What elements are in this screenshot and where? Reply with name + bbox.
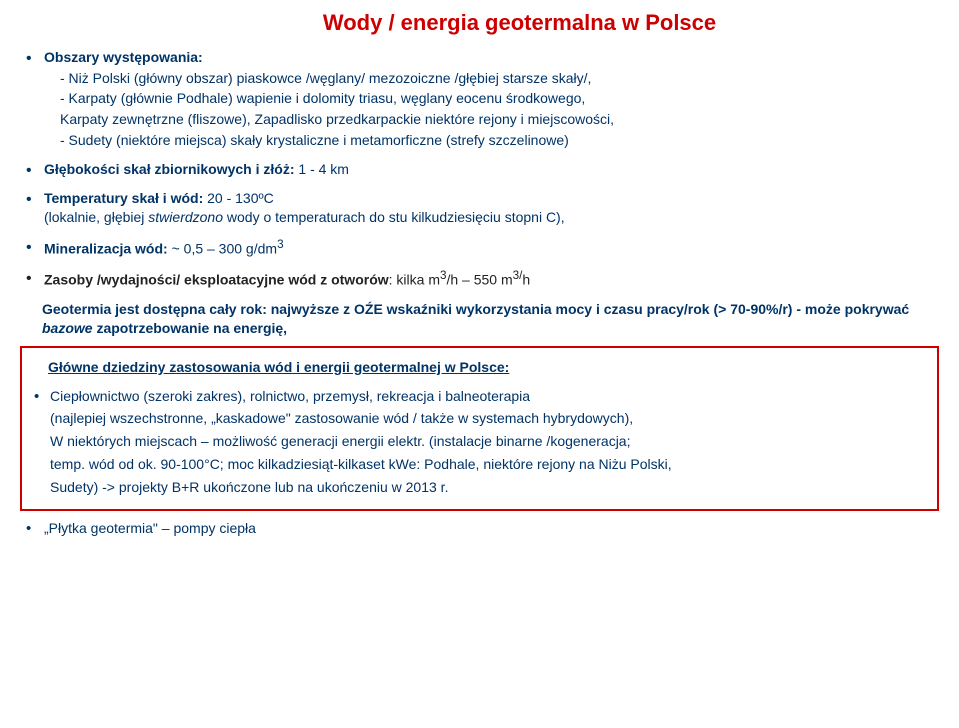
geo-c: zapotrzebowanie na energię,: [93, 320, 288, 336]
glebokosci-label: Głębokości skał zbiornikowych i złóż:: [44, 161, 295, 177]
obszary-l2: - Karpaty (głównie Podhale) wapienie i d…: [60, 89, 939, 108]
bullet-glebokosci: Głębokości skał zbiornikowych i złóż: 1 …: [44, 160, 939, 179]
glebokosci-val: 1 - 4 km: [295, 161, 349, 177]
miner-sup: 3: [277, 238, 283, 251]
obszary-sub: - Niż Polski (główny obszar) piaskowce /…: [44, 69, 939, 151]
obszary-head: Obszary występowania:: [44, 49, 203, 65]
geo-b: bazowe: [42, 320, 93, 336]
box-title: Główne dziedziny zastosowania wód i ener…: [36, 358, 923, 377]
temp-label: Temperatury skał i wód:: [44, 190, 207, 206]
zasoby-d: h: [522, 272, 530, 288]
bullet-zasoby: Zasoby /wydajności/ eksploatacyjne wód z…: [44, 268, 939, 290]
temp-note-b: stwierdzono: [148, 209, 223, 225]
zasoby-label: Zasoby /wydajności/ eksploatacyjne wód z…: [44, 272, 389, 288]
bullet-mineralizacja: Mineralizacja wód: ~ 0,5 – 300 g/dm3: [44, 237, 939, 259]
slide-title: Wody / energia geotermalna w Polsce: [100, 8, 939, 38]
box-line-4: temp. wód od ok. 90-100°C; moc kilkadzie…: [50, 455, 923, 474]
zasoby-b: : kilka m: [389, 272, 440, 288]
bullet-list: Obszary występowania: - Niż Polski (głów…: [20, 48, 939, 290]
obszary-l3: Karpaty zewnętrzne (fliszowe), Zapadlisk…: [60, 110, 939, 129]
miner-val: ~ 0,5 – 300 g/dm: [172, 240, 277, 256]
obszary-l1: - Niż Polski (główny obszar) piaskowce /…: [60, 69, 939, 88]
applications-box: Główne dziedziny zastosowania wód i ener…: [20, 346, 939, 511]
geo-a: Geotermia jest dostępna cały rok: najwyż…: [42, 301, 909, 317]
temp-note-a: (lokalnie, głębiej: [44, 209, 148, 225]
zasoby-c: /h – 550 m: [446, 272, 512, 288]
box-list: Ciepłownictwo (szeroki zakres), rolnictw…: [36, 387, 923, 497]
bullet-temperatury: Temperatury skał i wód: 20 - 130ºC (loka…: [44, 189, 939, 227]
box-line-1: Ciepłownictwo (szeroki zakres), rolnictw…: [50, 387, 923, 406]
box-line-5: Sudety) -> projekty B+R ukończone lub na…: [50, 478, 923, 497]
bullet-obszary: Obszary występowania: - Niż Polski (głów…: [44, 48, 939, 150]
box-line-2: (najlepiej wszechstronne, „kaskadowe" za…: [50, 409, 923, 428]
miner-label: Mineralizacja wód:: [44, 240, 172, 256]
temp-val: 20 - 130ºC: [207, 190, 274, 206]
box-line-3: W niektórych miejscach – możliwość gener…: [50, 432, 923, 451]
geotermia-note: Geotermia jest dostępna cały rok: najwyż…: [20, 300, 939, 338]
zasoby-s2: 3/: [513, 269, 523, 282]
last-bullet: „Płytka geotermia" – pompy ciepła: [20, 519, 939, 538]
obszary-l4: - Sudety (niektóre miejsca) skały krysta…: [60, 131, 939, 150]
temp-note-c: wody o temperaturach do stu kilkudziesię…: [223, 209, 565, 225]
